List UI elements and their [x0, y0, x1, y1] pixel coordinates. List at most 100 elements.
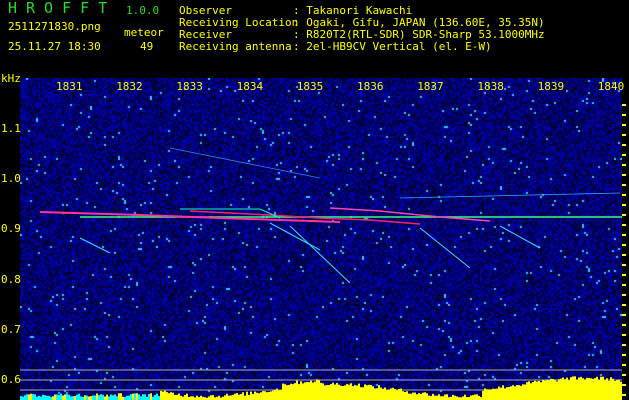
power-bar [184, 394, 186, 400]
receiver-label: Receiver [179, 28, 232, 41]
power-bar [480, 397, 482, 400]
power-bar [518, 385, 520, 400]
power-bar [594, 378, 596, 400]
x-tick-label: 1836 [357, 80, 384, 93]
power-bar [260, 392, 262, 400]
power-bar [88, 396, 90, 400]
meteor-echo [180, 208, 281, 219]
y-minor-tick [622, 314, 626, 316]
y-minor-tick [622, 104, 626, 106]
power-bar [112, 395, 114, 400]
power-bar [162, 391, 164, 400]
meteor-echo [329, 207, 491, 222]
power-bar [392, 387, 394, 400]
power-bar [464, 394, 466, 400]
power-bar [272, 390, 274, 400]
power-bar [586, 377, 588, 400]
power-bar [316, 379, 318, 400]
app-version: 1.0.0 [126, 4, 160, 17]
power-bar [434, 395, 436, 400]
power-bar [588, 377, 590, 400]
power-bar [210, 395, 212, 400]
power-bar [106, 394, 108, 400]
power-bar [58, 395, 60, 400]
power-bar [288, 384, 290, 400]
power-bar [502, 385, 504, 400]
power-bar [72, 396, 74, 400]
y-minor-tick [622, 274, 626, 276]
power-bar [616, 380, 618, 400]
power-bar [338, 384, 340, 400]
power-bar [44, 395, 46, 400]
power-bar [142, 394, 144, 400]
power-bar [554, 379, 556, 400]
power-bar [164, 390, 166, 400]
power-bar [538, 380, 540, 400]
power-bar [200, 395, 202, 400]
meteor-trail [79, 237, 111, 254]
power-bar [532, 381, 534, 400]
power-bar [124, 396, 126, 400]
location-value: : Ogaki, Gifu, JAPAN (136.60E, 35.35N) [293, 16, 545, 29]
x-tick-label: 1835 [296, 80, 324, 93]
power-bar [420, 393, 422, 400]
power-bar [598, 379, 600, 400]
power-bar [370, 384, 372, 400]
power-bar [580, 376, 582, 400]
power-bar [40, 396, 42, 400]
power-bar [378, 385, 380, 400]
power-bar [382, 388, 384, 400]
power-bar [612, 378, 614, 400]
power-bar [450, 396, 452, 400]
power-bar [32, 393, 34, 400]
meteor-trail [499, 225, 541, 249]
power-bar [458, 397, 460, 400]
power-bar [452, 394, 454, 400]
y-minor-tick [622, 224, 626, 226]
power-bar [156, 393, 158, 400]
antenna-value: : 2el-HB9CV Vertical (el. E-W) [293, 40, 492, 53]
x-tick-label: 1834 [236, 80, 264, 93]
power-bar [436, 395, 438, 400]
power-bar [570, 377, 572, 400]
power-bar [204, 397, 206, 400]
power-bar [134, 393, 136, 400]
power-bar [574, 376, 576, 400]
meteor-label: meteor [124, 26, 164, 39]
y-minor-tick [622, 154, 626, 156]
power-bar [608, 380, 610, 400]
power-bar [336, 382, 338, 400]
power-bar [514, 386, 516, 400]
power-bar [104, 396, 106, 400]
power-bar [38, 395, 40, 400]
power-bar [556, 381, 558, 400]
power-bar [148, 394, 150, 400]
power-bar [198, 396, 200, 400]
power-bar [84, 395, 86, 400]
power-bar [64, 394, 66, 400]
power-bar [500, 387, 502, 400]
power-bar [232, 394, 234, 400]
power-bar [262, 391, 264, 400]
power-bar [244, 395, 246, 400]
y-minor-tick [622, 354, 626, 356]
power-bar [606, 378, 608, 400]
power-bar [202, 396, 204, 400]
power-bar [168, 393, 170, 400]
power-bar [416, 394, 418, 400]
power-bar [332, 382, 334, 400]
power-bar [560, 378, 562, 400]
observer-label: Observer [179, 4, 232, 17]
power-bar [512, 385, 514, 400]
power-bar [228, 395, 230, 400]
x-tick-label: 1832 [116, 80, 143, 93]
power-bar [460, 397, 462, 400]
power-bar [74, 396, 76, 400]
power-bar [132, 393, 134, 400]
power-bar [590, 378, 592, 400]
y-minor-tick [622, 304, 626, 306]
power-bar [310, 380, 312, 400]
power-bar [34, 394, 36, 400]
power-bar [54, 394, 56, 400]
power-bar [484, 388, 486, 400]
